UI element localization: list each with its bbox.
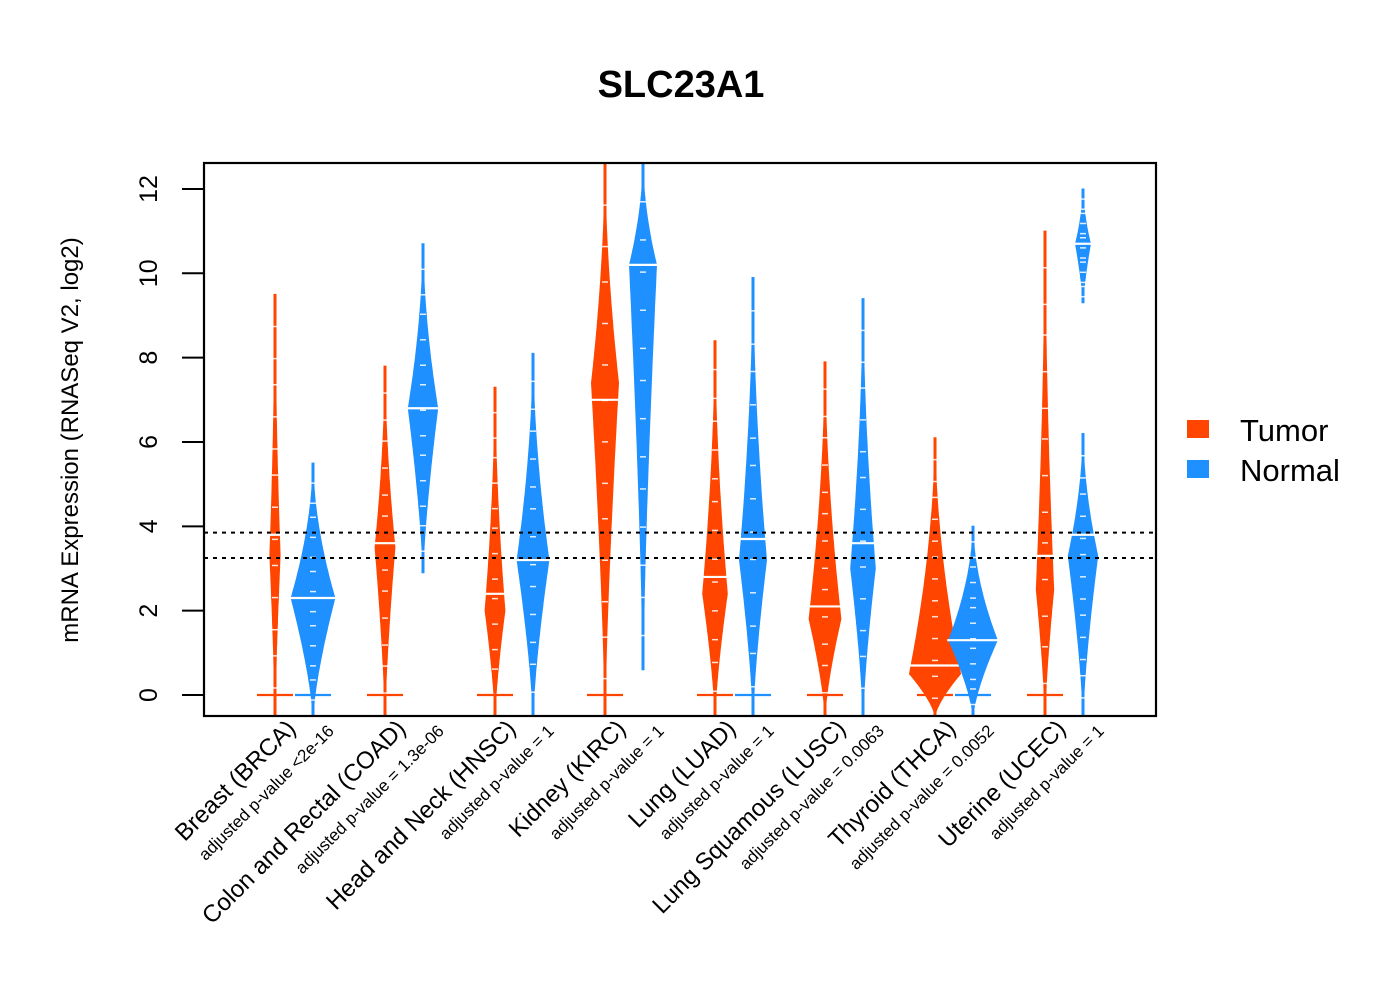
y-tick-label: 0 (135, 688, 163, 702)
tumor-violin (269, 293, 281, 716)
normal-violin (290, 462, 336, 716)
legend-label-tumor: Tumor (1240, 413, 1328, 448)
chart-title: SLC23A1 (598, 64, 765, 106)
tumor-violin (590, 163, 620, 716)
y-tick-label: 8 (135, 351, 163, 365)
x-axis-labels: Breast (BRCA)adjusted p-value <2e-16Colo… (170, 715, 1108, 929)
y-tick-label: 12 (135, 175, 163, 203)
violins-layer (257, 163, 1101, 716)
normal-violin (1067, 433, 1099, 716)
tumor-violin (908, 437, 962, 716)
reference-lines (204, 531, 1156, 559)
plot-frame (202, 161, 1158, 718)
normal-extra-violin (1074, 188, 1092, 304)
y-axis-label: mRNA Expression (RNASeq V2, log2) (57, 237, 84, 643)
tumor-violin (808, 361, 842, 716)
tumor-violin (374, 365, 396, 716)
violins-clipped (257, 163, 1101, 716)
legend-label-normal: Normal (1240, 453, 1340, 488)
tumor-violin (702, 340, 728, 716)
y-tick-label: 4 (135, 519, 163, 533)
legend-swatch-tumor (1187, 420, 1209, 438)
normal-violin (948, 525, 998, 716)
tumor-violin (1035, 230, 1055, 716)
tumor-violin (484, 386, 506, 716)
normal-violin (628, 163, 658, 671)
y-tick-label: 2 (135, 604, 163, 618)
normal-violin (850, 298, 876, 716)
legend: Tumor Normal (1187, 413, 1340, 488)
legend-swatch-normal (1187, 460, 1209, 478)
normal-violin (516, 352, 550, 716)
normal-violin (738, 277, 768, 716)
y-tick-label: 6 (135, 435, 163, 449)
y-axis: 0 2 4 6 8 10 12 (135, 175, 204, 702)
y-tick-label: 10 (135, 259, 163, 287)
